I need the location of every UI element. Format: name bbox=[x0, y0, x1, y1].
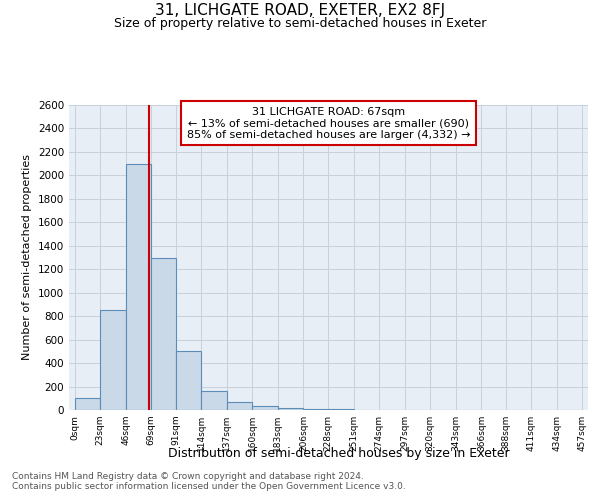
Text: Distribution of semi-detached houses by size in Exeter: Distribution of semi-detached houses by … bbox=[168, 448, 510, 460]
Bar bbox=[304, 409, 328, 410]
Text: Contains HM Land Registry data © Crown copyright and database right 2024.: Contains HM Land Registry data © Crown c… bbox=[12, 472, 364, 481]
Text: Contains public sector information licensed under the Open Government Licence v3: Contains public sector information licen… bbox=[12, 482, 406, 491]
Bar bbox=[125, 164, 151, 410]
Bar bbox=[151, 258, 176, 410]
Text: Size of property relative to semi-detached houses in Exeter: Size of property relative to semi-detach… bbox=[114, 18, 486, 30]
Bar bbox=[201, 391, 227, 410]
Bar bbox=[100, 310, 125, 410]
Bar bbox=[227, 402, 253, 410]
Text: 31, LICHGATE ROAD, EXETER, EX2 8FJ: 31, LICHGATE ROAD, EXETER, EX2 8FJ bbox=[155, 2, 445, 18]
Y-axis label: Number of semi-detached properties: Number of semi-detached properties bbox=[22, 154, 32, 360]
Bar bbox=[278, 408, 304, 410]
Bar bbox=[253, 406, 278, 410]
Bar bbox=[74, 398, 100, 410]
Text: 31 LICHGATE ROAD: 67sqm
← 13% of semi-detached houses are smaller (690)
85% of s: 31 LICHGATE ROAD: 67sqm ← 13% of semi-de… bbox=[187, 106, 470, 140]
Bar bbox=[176, 352, 201, 410]
